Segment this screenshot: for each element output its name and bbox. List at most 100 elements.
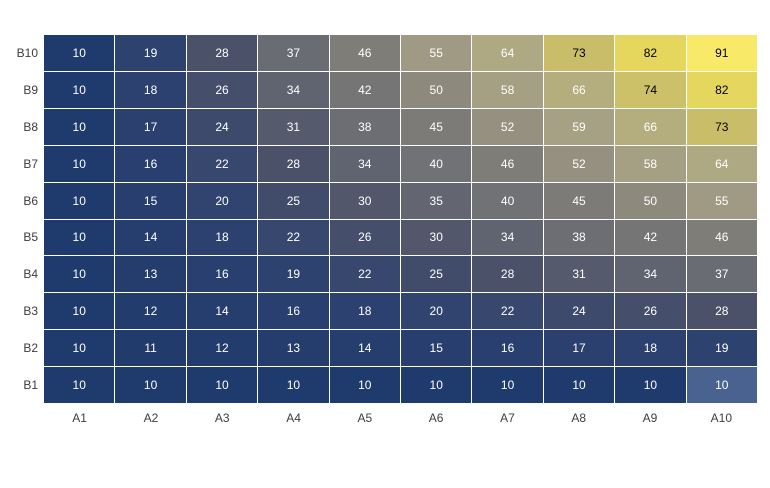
heatmap-cell-a3-b1[interactable]: 10 (186, 367, 258, 403)
heatmap-cell-a3-b10[interactable]: 28 (186, 35, 258, 71)
heatmap-cell-a5-b3[interactable]: 18 (329, 293, 400, 330)
heatmap-cell-a1-b8[interactable]: 10 (44, 108, 115, 145)
heatmap-cell-a10-b6[interactable]: 55 (686, 182, 757, 219)
heatmap-cell-a8-b8[interactable]: 59 (543, 108, 615, 145)
heatmap-cell-a4-b10[interactable]: 37 (258, 35, 329, 71)
heatmap-cell-a6-b9[interactable]: 50 (401, 71, 472, 108)
heatmap-cell-a5-b1[interactable]: 10 (329, 367, 400, 403)
heatmap-cell-a1-b3[interactable]: 10 (44, 293, 115, 330)
heatmap-cell-a3-b2[interactable]: 12 (186, 330, 258, 367)
heatmap-cell-a10-b10[interactable]: 91 (686, 35, 757, 71)
heatmap-cell-a10-b3[interactable]: 28 (686, 293, 757, 330)
heatmap-cell-a6-b8[interactable]: 45 (401, 108, 472, 145)
heatmap-cell-a2-b10[interactable]: 19 (115, 35, 186, 71)
heatmap-cell-a4-b3[interactable]: 16 (258, 293, 329, 330)
heatmap-cell-a10-b8[interactable]: 73 (686, 108, 757, 145)
heatmap-cell-a5-b4[interactable]: 22 (329, 256, 400, 293)
heatmap-cell-a3-b8[interactable]: 24 (186, 108, 258, 145)
heatmap-cell-a1-b2[interactable]: 10 (44, 330, 115, 367)
heatmap-cell-a2-b9[interactable]: 18 (115, 71, 186, 108)
heatmap-cell-a1-b4[interactable]: 10 (44, 256, 115, 293)
heatmap-cell-a1-b9[interactable]: 10 (44, 71, 115, 108)
heatmap-cell-a8-b7[interactable]: 52 (543, 145, 615, 182)
heatmap-cell-a9-b8[interactable]: 66 (615, 108, 686, 145)
heatmap-cell-a1-b5[interactable]: 10 (44, 219, 115, 256)
heatmap-cell-a3-b3[interactable]: 14 (186, 293, 258, 330)
heatmap-cell-a3-b7[interactable]: 22 (186, 145, 258, 182)
heatmap-cell-a4-b4[interactable]: 19 (258, 256, 329, 293)
heatmap-cell-a9-b7[interactable]: 58 (615, 145, 686, 182)
heatmap-cell-a8-b3[interactable]: 24 (543, 293, 615, 330)
heatmap-cell-a1-b6[interactable]: 10 (44, 182, 115, 219)
heatmap-cell-a6-b10[interactable]: 55 (401, 35, 472, 71)
heatmap-cell-a9-b3[interactable]: 26 (615, 293, 686, 330)
heatmap-cell-a3-b5[interactable]: 18 (186, 219, 258, 256)
heatmap-cell-a7-b10[interactable]: 64 (472, 35, 543, 71)
heatmap-cell-a10-b2[interactable]: 19 (686, 330, 757, 367)
heatmap-cell-a4-b6[interactable]: 25 (258, 182, 329, 219)
heatmap-cell-a8-b9[interactable]: 66 (543, 71, 615, 108)
heatmap-cell-a1-b10[interactable]: 10 (44, 35, 115, 71)
heatmap-cell-a9-b5[interactable]: 42 (615, 219, 686, 256)
heatmap-cell-a9-b9[interactable]: 74 (615, 71, 686, 108)
heatmap-cell-a7-b8[interactable]: 52 (472, 108, 543, 145)
heatmap-cell-a5-b9[interactable]: 42 (329, 71, 400, 108)
heatmap-cell-a5-b10[interactable]: 46 (329, 35, 400, 71)
heatmap-cell-a5-b7[interactable]: 34 (329, 145, 400, 182)
heatmap-cell-a7-b6[interactable]: 40 (472, 182, 543, 219)
heatmap-cell-a7-b3[interactable]: 22 (472, 293, 543, 330)
heatmap-cell-a10-b1[interactable]: 10 (686, 367, 757, 403)
heatmap-cell-a5-b8[interactable]: 38 (329, 108, 400, 145)
heatmap-cell-a9-b2[interactable]: 18 (615, 330, 686, 367)
heatmap-cell-a1-b7[interactable]: 10 (44, 145, 115, 182)
heatmap-cell-a3-b6[interactable]: 20 (186, 182, 258, 219)
heatmap-cell-a5-b2[interactable]: 14 (329, 330, 400, 367)
heatmap-cell-a10-b7[interactable]: 64 (686, 145, 757, 182)
heatmap-cell-a10-b4[interactable]: 37 (686, 256, 757, 293)
heatmap-cell-a6-b4[interactable]: 25 (401, 256, 472, 293)
heatmap-cell-a7-b7[interactable]: 46 (472, 145, 543, 182)
heatmap-cell-a8-b6[interactable]: 45 (543, 182, 615, 219)
heatmap-cell-a8-b1[interactable]: 10 (543, 367, 615, 403)
heatmap-cell-a2-b1[interactable]: 10 (115, 367, 186, 403)
heatmap-cell-a7-b5[interactable]: 34 (472, 219, 543, 256)
heatmap-cell-a2-b3[interactable]: 12 (115, 293, 186, 330)
heatmap-cell-a6-b3[interactable]: 20 (401, 293, 472, 330)
heatmap-cell-a9-b4[interactable]: 34 (615, 256, 686, 293)
heatmap-cell-a8-b2[interactable]: 17 (543, 330, 615, 367)
heatmap-cell-a4-b5[interactable]: 22 (258, 219, 329, 256)
heatmap-cell-a7-b4[interactable]: 28 (472, 256, 543, 293)
heatmap-cell-a6-b7[interactable]: 40 (401, 145, 472, 182)
heatmap-cell-a4-b2[interactable]: 13 (258, 330, 329, 367)
heatmap-cell-a10-b9[interactable]: 82 (686, 71, 757, 108)
heatmap-cell-a3-b9[interactable]: 26 (186, 71, 258, 108)
heatmap-cell-a1-b1[interactable]: 10 (44, 367, 115, 403)
heatmap-cell-a9-b1[interactable]: 10 (615, 367, 686, 403)
heatmap-cell-a6-b1[interactable]: 10 (401, 367, 472, 403)
heatmap-cell-a5-b6[interactable]: 30 (329, 182, 400, 219)
heatmap-cell-a7-b2[interactable]: 16 (472, 330, 543, 367)
heatmap-cell-a6-b6[interactable]: 35 (401, 182, 472, 219)
heatmap-cell-a2-b4[interactable]: 13 (115, 256, 186, 293)
heatmap-cell-a8-b5[interactable]: 38 (543, 219, 615, 256)
heatmap-cell-a2-b2[interactable]: 11 (115, 330, 186, 367)
heatmap-cell-a2-b8[interactable]: 17 (115, 108, 186, 145)
heatmap-cell-a7-b1[interactable]: 10 (472, 367, 543, 403)
heatmap-cell-a4-b9[interactable]: 34 (258, 71, 329, 108)
heatmap-cell-a8-b10[interactable]: 73 (543, 35, 615, 71)
heatmap-cell-a6-b2[interactable]: 15 (401, 330, 472, 367)
heatmap-cell-a4-b7[interactable]: 28 (258, 145, 329, 182)
heatmap-cell-a2-b6[interactable]: 15 (115, 182, 186, 219)
heatmap-cell-a5-b5[interactable]: 26 (329, 219, 400, 256)
heatmap-cell-a9-b10[interactable]: 82 (615, 35, 686, 71)
heatmap-cell-a4-b1[interactable]: 10 (258, 367, 329, 403)
heatmap-cell-a6-b5[interactable]: 30 (401, 219, 472, 256)
heatmap-cell-a4-b8[interactable]: 31 (258, 108, 329, 145)
heatmap-cell-a7-b9[interactable]: 58 (472, 71, 543, 108)
heatmap-cell-a10-b5[interactable]: 46 (686, 219, 757, 256)
heatmap-cell-a2-b5[interactable]: 14 (115, 219, 186, 256)
heatmap-cell-a8-b4[interactable]: 31 (543, 256, 615, 293)
heatmap-cell-a3-b4[interactable]: 16 (186, 256, 258, 293)
heatmap-cell-a2-b7[interactable]: 16 (115, 145, 186, 182)
heatmap-cell-a9-b6[interactable]: 50 (615, 182, 686, 219)
